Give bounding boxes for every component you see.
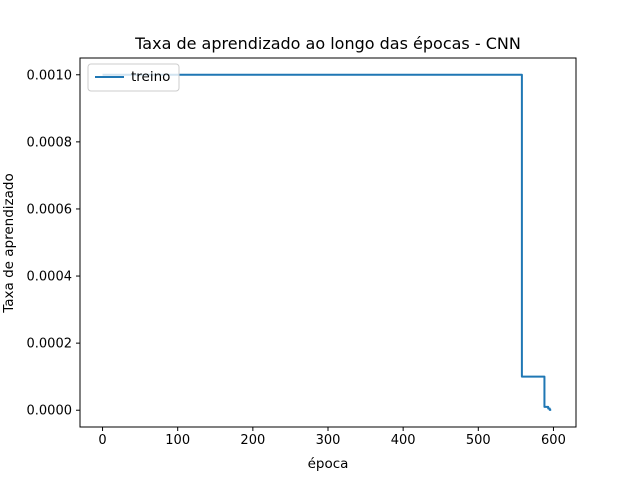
x-tick-label: 500: [466, 433, 491, 448]
series-layer: [102, 73, 552, 411]
y-tick-label: 0.0004: [27, 270, 73, 285]
legend-label-treino: treino: [131, 69, 170, 85]
x-tick-label: 300: [316, 433, 341, 448]
legend: treino: [87, 63, 180, 92]
plot-frame: [79, 57, 577, 428]
chart-title: Taxa de aprendizado ao longo das épocas …: [134, 34, 521, 53]
x-tick-label: 200: [240, 433, 265, 448]
y-axis-label: Taxa de aprendizado: [1, 173, 17, 313]
y-tick-label: 0.0010: [27, 68, 73, 83]
x-tick-label: 400: [391, 433, 416, 448]
y-tick-label: 0.0006: [27, 202, 73, 217]
y-tick-label: 0.0000: [27, 404, 73, 419]
x-tick-label: 600: [541, 433, 566, 448]
x-axis-label: época: [308, 456, 349, 472]
axis-ticks: 0 100 200 300 400 500 600 0.0000 0.0002 0.0004 0.0…: [27, 68, 566, 448]
y-tick-label: 0.0008: [27, 135, 73, 150]
x-tick-label: 100: [165, 433, 190, 448]
x-tick-label: 0: [98, 433, 106, 448]
series-line-treino: [102, 73, 552, 411]
y-tick-label: 0.0002: [27, 337, 73, 352]
legend-box: [87, 63, 180, 92]
